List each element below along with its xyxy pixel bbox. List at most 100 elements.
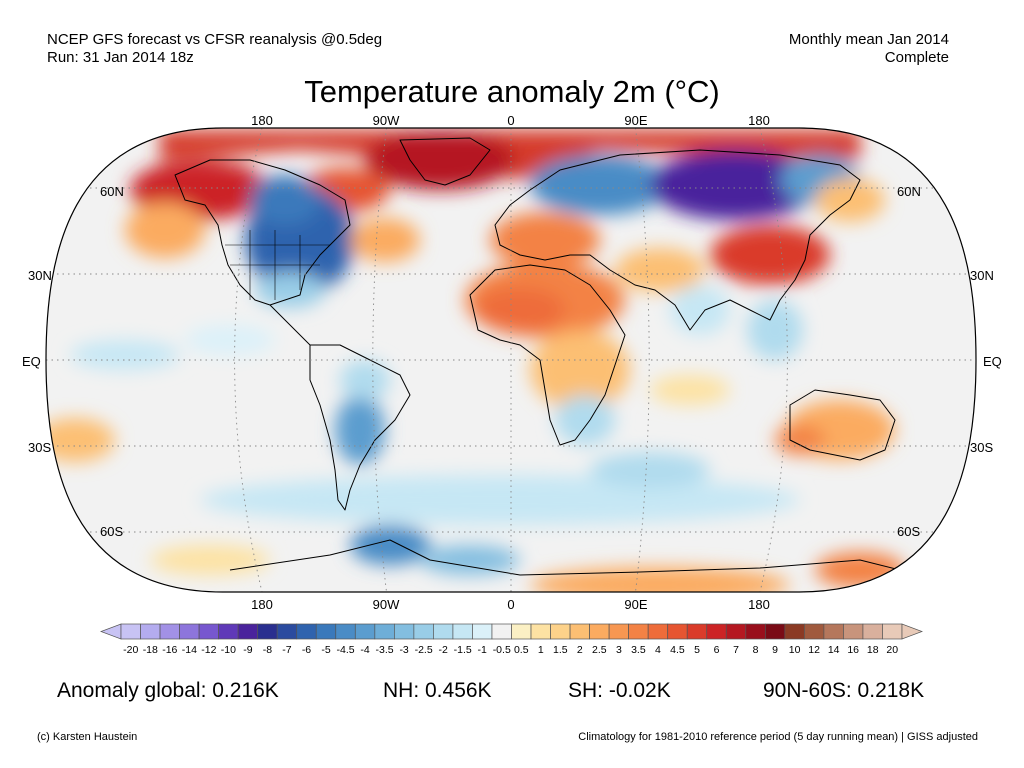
colorbar-tick-label: -8 <box>263 644 272 656</box>
anomaly-field <box>46 128 976 592</box>
latitude-label-right-30n: 30N <box>970 268 994 283</box>
colorbar-swatch <box>686 623 708 640</box>
colorbar-swatch <box>335 623 356 640</box>
anomaly-southern-africa <box>555 395 615 445</box>
graticule <box>46 128 976 592</box>
eurasia-outline <box>494 149 861 331</box>
colorbar-swatch <box>804 623 825 640</box>
stat-sh-anomaly: SH: -0.02K <box>568 679 671 702</box>
anomaly-australia-west <box>775 425 825 455</box>
colorbar-tick-label: -10 <box>221 644 236 656</box>
colorbar-swatch <box>218 623 239 640</box>
colorbar-swatch <box>394 623 415 640</box>
anomaly-argentina <box>335 395 385 465</box>
anomaly-south-pacific-warm <box>46 418 115 462</box>
stat-nh-anomaly: NH: 0.456K <box>383 679 492 702</box>
colorbar-tick-label: -9 <box>243 644 252 656</box>
colorbar-swatch <box>296 623 317 640</box>
south-america-outline <box>309 344 411 511</box>
anomaly-east-pacific <box>185 325 275 355</box>
colorbar-tick-label: 20 <box>886 644 898 656</box>
period-label: Monthly mean Jan 2014 <box>788 31 949 48</box>
colorbar-swatch <box>140 623 161 640</box>
colorbar-tick-label: -2.5 <box>415 644 433 656</box>
anomaly-western-siberia <box>530 155 670 215</box>
page-title: Temperature anomaly 2m (°C) <box>304 74 720 109</box>
colorbar-tick-label: 7 <box>733 644 739 656</box>
longitude-label-top-90e: 90E <box>624 113 648 128</box>
anomaly-south-atlantic-cool <box>590 452 710 488</box>
colorbar-tick-label: 16 <box>847 644 859 656</box>
colorbar-swatch <box>647 623 669 640</box>
colorbar-tick-label: -2 <box>438 644 447 656</box>
colorbar-swatch <box>764 623 786 640</box>
colorbar-tick-label: 2.5 <box>592 644 607 656</box>
colorbar-tick-label: 1.5 <box>553 644 568 656</box>
colorbar-tick-label: 4 <box>655 644 661 656</box>
colorbar-swatch <box>276 623 298 640</box>
anomaly-ne-pacific <box>125 202 205 258</box>
anomaly-antarctic-peninsula <box>350 525 430 565</box>
colorbar-swatch <box>198 623 219 640</box>
colorbar-swatch <box>530 623 551 640</box>
colorbar-tick-label: 0.5 <box>514 644 529 656</box>
latitude-label-right-30s: 30S <box>970 440 994 455</box>
colorbar-swatch <box>882 623 903 640</box>
colorbar-tick-label: 9 <box>772 644 778 656</box>
colorbar-tick-label: -4 <box>360 644 369 656</box>
colorbar-swatch <box>472 623 493 640</box>
colorbar-swatch <box>452 623 473 640</box>
colorbar-swatches <box>100 623 923 640</box>
colorbar-tick-label: -3 <box>399 644 408 656</box>
colorbar-swatch <box>745 623 766 640</box>
stat-band-anomaly: 90N-60S: 0.218K <box>763 679 925 702</box>
colorbar-tick-label: -16 <box>162 644 177 656</box>
antarctica-outline <box>229 539 901 576</box>
colorbar-swatch <box>608 623 629 640</box>
central-america-outline <box>269 304 311 346</box>
colorbar-tick-label: -7 <box>282 644 291 656</box>
australia-outline <box>789 389 896 461</box>
colorbar-tick-label: 3.5 <box>631 644 646 656</box>
colorbar-swatch <box>511 623 532 640</box>
colorbar-tick-label: 8 <box>753 644 759 656</box>
colorbar-swatch <box>491 623 512 640</box>
latitude-label-right-eq: EQ <box>983 354 1002 369</box>
colorbar-tick-label: -5 <box>321 644 330 656</box>
colorbar-tick-label: -20 <box>123 644 138 656</box>
latitude-label-right-60n: 60N <box>897 184 921 199</box>
colorbar-tick-label: -3.5 <box>376 644 394 656</box>
africa-outline <box>469 264 626 446</box>
climatology-note: Climatology for 1981-2010 reference peri… <box>578 731 978 743</box>
latitude-label-left-30n: 30N <box>28 268 52 283</box>
colorbar-swatch <box>569 623 590 640</box>
colorbar-swatch <box>706 623 727 640</box>
colorbar-swatch <box>628 623 649 640</box>
longitude-label-top-0: 0 <box>507 113 515 128</box>
colorbar-swatch <box>159 623 180 640</box>
colorbar-extend-high <box>901 623 923 640</box>
longitude-label-bottom-180w: 180 <box>251 597 273 612</box>
latitude-label-left-30s: 30S <box>28 440 52 455</box>
anomaly-north-atlantic <box>350 218 420 262</box>
colorbar-tick-label: 18 <box>867 644 879 656</box>
colorbar-tick-label: 5 <box>694 644 700 656</box>
colorbar-swatch <box>784 623 805 640</box>
colorbar-tick-label: 10 <box>789 644 801 656</box>
colorbar-swatch <box>374 623 395 640</box>
longitude-label-top-180e: 180 <box>748 113 770 128</box>
longitude-label-bottom-180e: 180 <box>748 597 770 612</box>
colorbar-swatch <box>725 623 747 640</box>
colorbar-tick-label: 3 <box>616 644 622 656</box>
north-america-outline <box>174 159 351 306</box>
latitude-label-left-60n: 60N <box>100 184 124 199</box>
colorbar-tick-label: 14 <box>828 644 840 656</box>
anomaly-east-antarctica <box>530 567 790 592</box>
colorbar-swatch <box>354 623 376 640</box>
colorbar-tick-label: 6 <box>714 644 720 656</box>
longitude-label-top-180w: 180 <box>251 113 273 128</box>
anomaly-south-america-north <box>340 360 390 400</box>
colorbar-tick-label: 12 <box>808 644 820 656</box>
